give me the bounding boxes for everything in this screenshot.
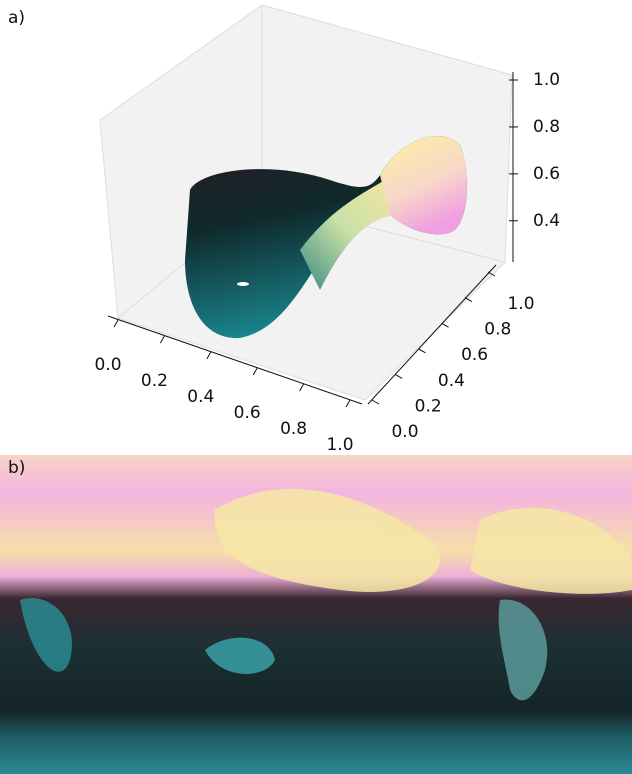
y-tick-label: 0.6 xyxy=(461,345,488,365)
z-tick-label: 0.4 xyxy=(533,211,560,231)
point-cloud xyxy=(185,136,467,339)
x-tick xyxy=(113,319,119,328)
z-tick-label: 1.0 xyxy=(533,70,560,90)
y-axis-line xyxy=(367,264,497,405)
x-axis-line xyxy=(107,315,363,405)
z-tick-label: 0.8 xyxy=(533,117,560,137)
y-tick xyxy=(441,322,449,328)
y-tick xyxy=(464,297,473,303)
y-tick xyxy=(487,271,496,277)
x-tick xyxy=(206,351,212,360)
x-tick xyxy=(345,399,351,408)
x-tick-label: 0.4 xyxy=(187,387,214,407)
x-tick xyxy=(159,335,165,344)
panel-label: b) xyxy=(8,458,25,478)
map-features xyxy=(20,488,632,701)
y-tick-label: 0.2 xyxy=(415,396,442,416)
x-tick-label: 0.2 xyxy=(141,371,168,391)
z-tick-label: 0.6 xyxy=(533,164,560,184)
x-tick-label: 0.6 xyxy=(234,403,261,423)
y-tick xyxy=(394,373,403,379)
x-tick-label: 1.0 xyxy=(326,435,353,455)
panel-label: a) xyxy=(8,8,25,28)
y-tick-label: 0.0 xyxy=(391,422,418,442)
y-tick xyxy=(371,399,380,405)
y-tick-label: 0.8 xyxy=(484,320,511,340)
y-tick-label: 0.4 xyxy=(438,371,465,391)
y-tick xyxy=(418,348,426,354)
x-tick-label: 0.8 xyxy=(280,419,307,439)
x-tick xyxy=(252,367,258,376)
x-tick-label: 0.0 xyxy=(94,355,121,375)
y-tick-label: 1.0 xyxy=(507,294,534,314)
x-tick xyxy=(299,383,305,392)
